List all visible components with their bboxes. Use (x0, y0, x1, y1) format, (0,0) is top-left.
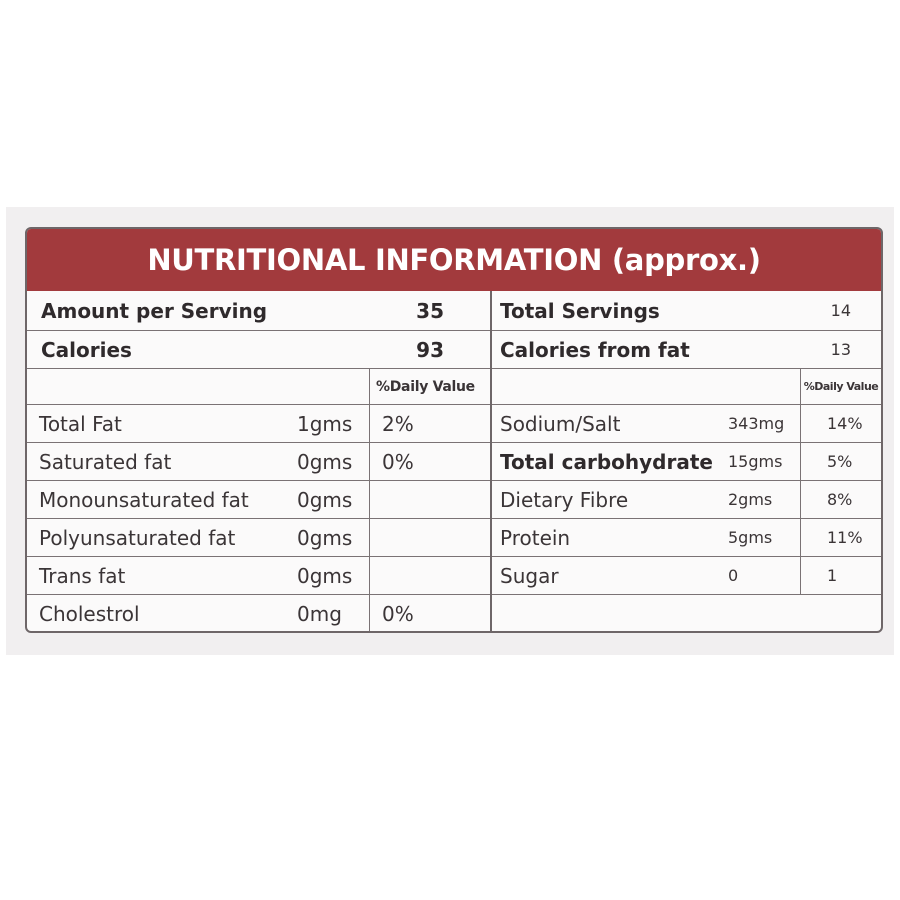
nutrient-row: Sugar 0 1 (492, 557, 881, 595)
nutrient-amount: 0mg (297, 602, 342, 626)
nutrient-row: Cholestrol 0mg 0% (27, 595, 490, 631)
nutrient-amount: 0gms (297, 487, 353, 512)
nutrient-amount: 343mg (728, 414, 785, 433)
nutrient-row: Monounsaturated fat 0gms (27, 481, 490, 519)
nutrient-daily-value (369, 481, 490, 518)
nutrient-name: Sodium/Salt (500, 411, 621, 436)
nutrient-name: Sugar (500, 563, 559, 588)
label-title: NUTRITIONAL INFORMATION (approx.) (27, 229, 881, 291)
nutrient-name: Trans fat (39, 563, 126, 588)
left-column: Amount per Serving 35 Calories 93 %Daily… (27, 291, 492, 631)
nutrient-row: Polyunsaturated fat 0gms (27, 519, 490, 557)
nutrient-amount: 2gms (728, 490, 773, 509)
nutrient-amount: 15gms (728, 452, 783, 471)
calories-from-fat-value: 13 (830, 340, 851, 359)
calories-label: Calories (41, 337, 132, 362)
nutrient-name: Monounsaturated fat (39, 487, 249, 512)
calories-value: 93 (416, 337, 444, 362)
calories-from-fat-label: Calories from fat (500, 337, 690, 362)
nutrient-amount: 0gms (297, 449, 353, 474)
calories-from-fat-row: Calories from fat 13 (492, 331, 881, 369)
total-servings-row: Total Servings 14 (492, 291, 881, 331)
nutrient-daily-value: 11% (800, 519, 881, 556)
nutrient-name: Polyunsaturated fat (39, 525, 236, 550)
right-dv-header: %Daily Value (800, 369, 881, 404)
nutrient-name: Total carbohydrate (500, 449, 713, 474)
nutrient-amount: 0gms (297, 525, 353, 550)
nutrient-row: Dietary Fibre 2gms 8% (492, 481, 881, 519)
nutrient-name: Protein (500, 525, 571, 550)
total-servings-label: Total Servings (500, 298, 660, 323)
nutrient-row: Protein 5gms 11% (492, 519, 881, 557)
nutrient-row: Saturated fat 0gms 0% (27, 443, 490, 481)
right-dv-header-row: %Daily Value (492, 369, 881, 405)
nutrient-daily-value: 2% (369, 405, 490, 442)
nutrient-amount: 1gms (297, 411, 353, 436)
nutrient-row: Trans fat 0gms (27, 557, 490, 595)
right-column: Total Servings 14 Calories from fat 13 %… (492, 291, 881, 631)
left-dv-header: %Daily Value (369, 369, 490, 404)
left-dv-header-row: %Daily Value (27, 369, 490, 405)
nutrition-label: NUTRITIONAL INFORMATION (approx.) Amount… (25, 227, 883, 633)
nutrient-daily-value: 0% (369, 595, 490, 631)
nutrient-row: Sodium/Salt 343mg 14% (492, 405, 881, 443)
nutrient-daily-value: 14% (800, 405, 881, 442)
calories-row: Calories 93 (27, 331, 490, 369)
nutrient-amount: 0gms (297, 563, 353, 588)
nutrient-daily-value: 0% (369, 443, 490, 480)
nutrient-name: Saturated fat (39, 449, 172, 474)
amount-per-serving-value: 35 (416, 298, 444, 323)
nutrient-name: Total Fat (39, 411, 122, 436)
nutrient-daily-value: 5% (800, 443, 881, 480)
nutrient-daily-value: 8% (800, 481, 881, 518)
nutrient-row: Total Fat 1gms 2% (27, 405, 490, 443)
nutrient-row: Total carbohydrate 15gms 5% (492, 443, 881, 481)
nutrient-name: Cholestrol (39, 602, 140, 626)
nutrient-amount: 0 (728, 566, 739, 585)
nutrient-name: Dietary Fibre (500, 487, 629, 512)
nutrient-amount: 5gms (728, 528, 773, 547)
nutrient-daily-value: 1 (800, 557, 881, 594)
nutrient-daily-value (369, 519, 490, 556)
amount-per-serving-label: Amount per Serving (41, 298, 268, 323)
total-servings-value: 14 (830, 301, 851, 320)
amount-per-serving-row: Amount per Serving 35 (27, 291, 490, 331)
nutrient-daily-value (369, 557, 490, 594)
